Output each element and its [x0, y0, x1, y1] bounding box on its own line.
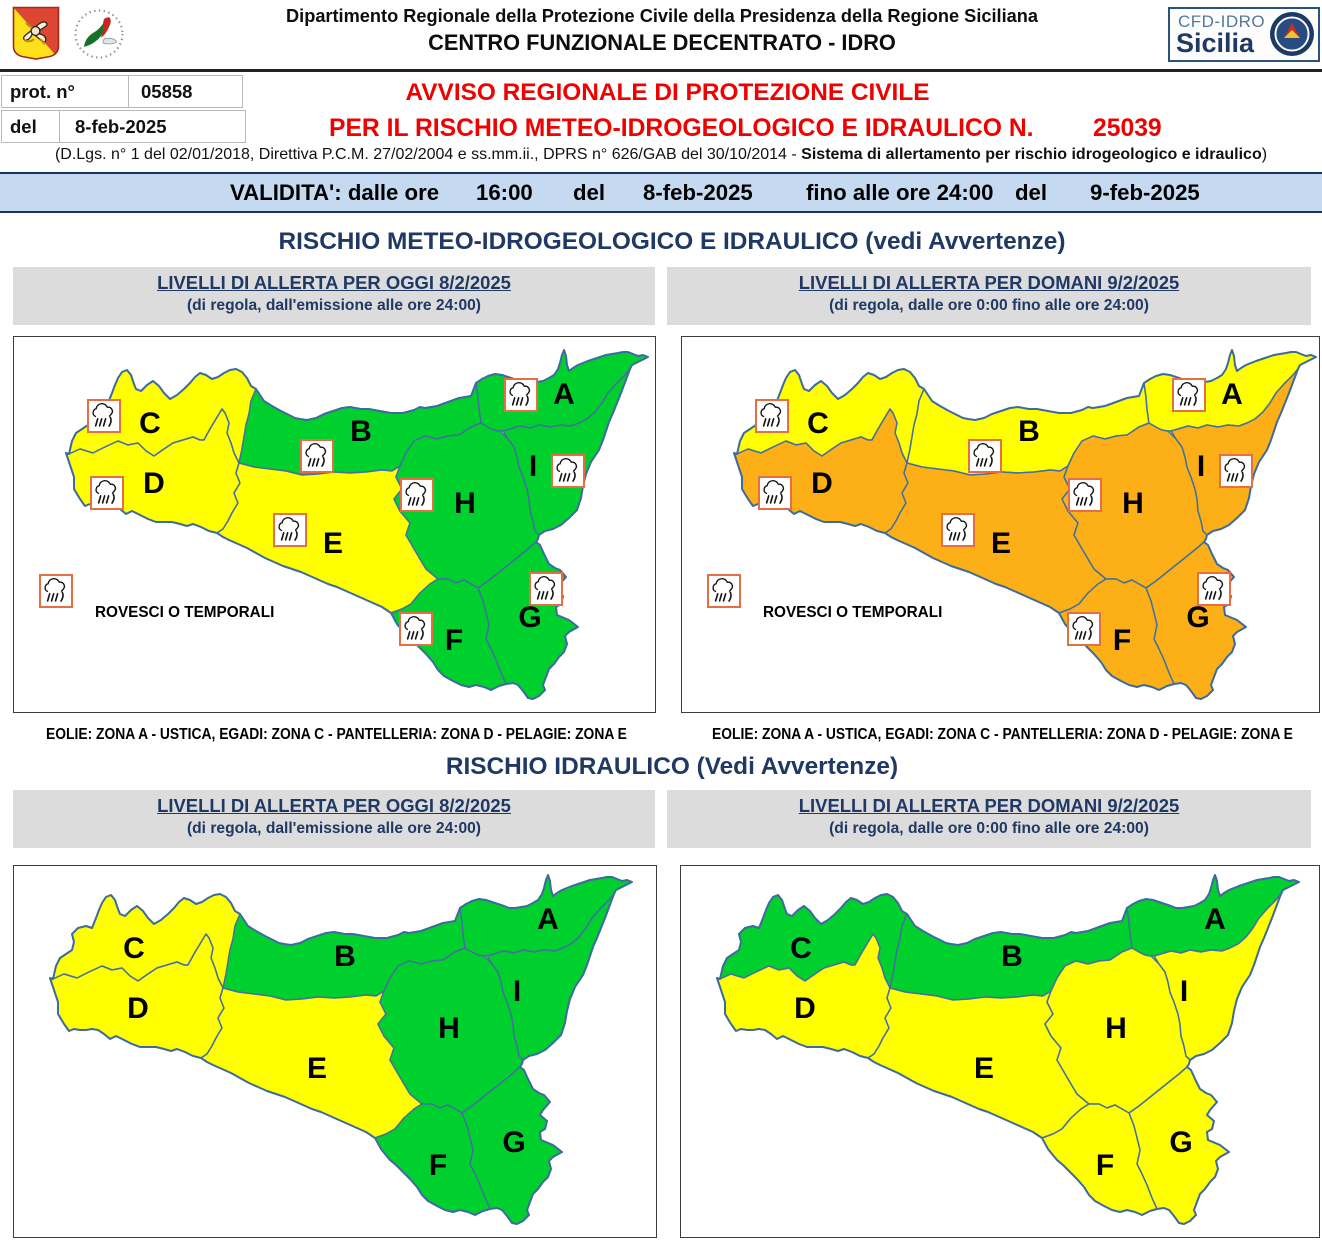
svg-text:ROVESCI O TEMPORALI: ROVESCI O TEMPORALI — [763, 604, 942, 621]
svg-text:ROVESCI O TEMPORALI: ROVESCI O TEMPORALI — [95, 604, 274, 621]
